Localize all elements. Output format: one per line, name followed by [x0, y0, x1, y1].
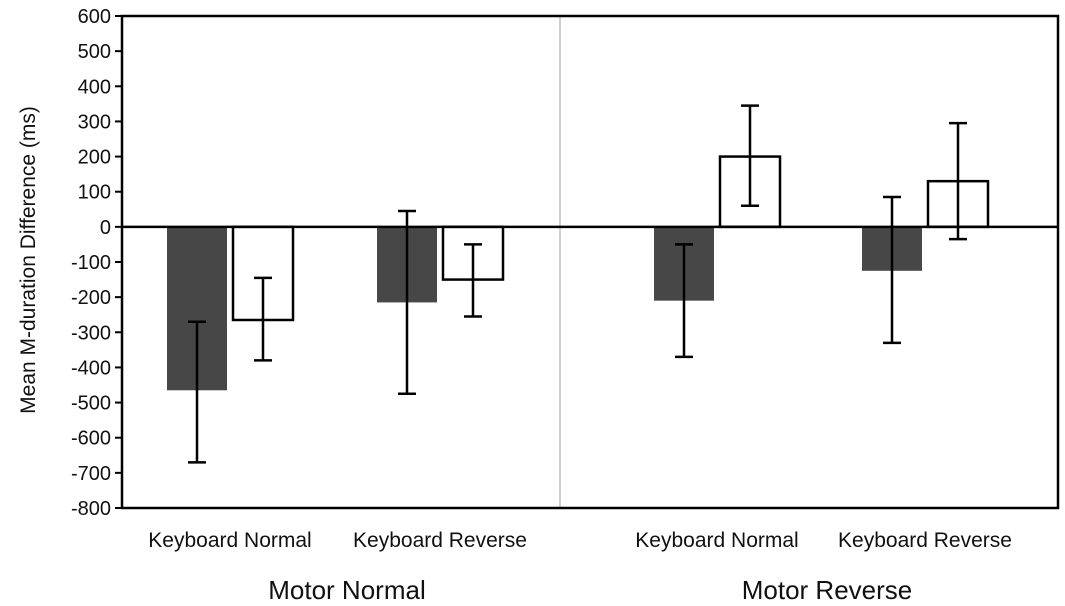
y-tick-label: 500 [78, 41, 111, 63]
y-tick-label: 200 [78, 147, 111, 169]
y-tick-label: 100 [78, 182, 111, 204]
y-tick-label: -100 [71, 252, 111, 274]
y-tick-label: -300 [71, 322, 111, 344]
category-label: Keyboard Normal [148, 529, 311, 552]
category-label: Keyboard Reverse [838, 529, 1012, 552]
y-tick-label: 0 [100, 217, 111, 239]
y-axis-title: Mean M-duration Difference (ms) [17, 106, 40, 414]
y-tick-label: -500 [71, 393, 111, 415]
y-tick-label: 600 [78, 6, 111, 28]
y-tick-label: 400 [78, 76, 111, 98]
y-tick-label: -800 [71, 498, 111, 520]
y-tick-label: -600 [71, 428, 111, 450]
group-label: Motor Reverse [742, 575, 913, 605]
category-label: Keyboard Reverse [353, 529, 527, 552]
category-label: Keyboard Normal [635, 529, 798, 552]
y-tick-label: -400 [71, 357, 111, 379]
y-tick-label: -700 [71, 463, 111, 485]
y-tick-label: 300 [78, 111, 111, 133]
y-tick-label: -200 [71, 287, 111, 309]
group-label: Motor Normal [268, 575, 425, 605]
